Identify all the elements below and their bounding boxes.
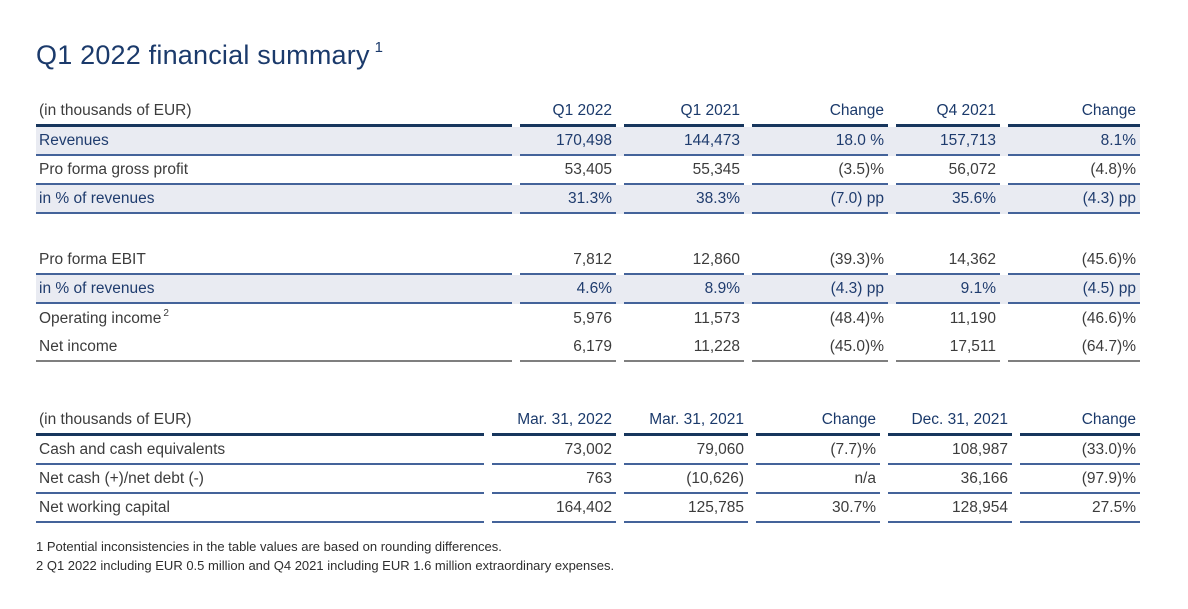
cell-value: 36,166 <box>888 465 1012 494</box>
cell-value: 108,987 <box>888 436 1012 465</box>
column-header: Mar. 31, 2022 <box>492 406 616 436</box>
column-header: Q1 2021 <box>624 97 744 127</box>
cell-value: (64.7)% <box>1008 333 1140 362</box>
row-label: Cash and cash equivalents <box>36 436 484 465</box>
table-spacer-row <box>36 214 1140 246</box>
cell-value: n/a <box>756 465 880 494</box>
table-row: Net working capital 164,402 125,785 30.7% 12… <box>36 494 1140 523</box>
cell-value: (45.0)% <box>752 333 888 362</box>
cell-value: 144,473 <box>624 127 744 156</box>
column-header: Q4 2021 <box>896 97 1000 127</box>
column-header: Change <box>752 97 888 127</box>
title-footnote-marker: 1 <box>374 39 384 56</box>
cell-value: (7.0) pp <box>752 185 888 214</box>
cell-value: 31.3% <box>520 185 616 214</box>
column-header: Q1 2022 <box>520 97 616 127</box>
financial-summary-slide: Q1 2022 financial summary 1 (in thousands… <box>0 39 1188 575</box>
column-header: Change <box>756 406 880 436</box>
cell-value: 38.3% <box>624 185 744 214</box>
cell-value: 11,573 <box>693 309 740 327</box>
cell-value: 12,860 <box>624 246 744 275</box>
cell-value: (4.5) pp <box>1008 275 1140 304</box>
cell-value: 8.9% <box>624 275 744 304</box>
row-label: Net working capital <box>36 494 484 523</box>
cell-value: 170,498 <box>520 127 616 156</box>
row-label: Revenues <box>36 127 512 156</box>
cell-value: (46.6)% <box>1081 309 1136 327</box>
table-row: Net cash (+)/net debt (-) 763 (10,626) n/a 3… <box>36 465 1140 494</box>
balance-items-table: (in thousands of EUR) Mar. 31, 2022 Mar. 3… <box>36 406 1140 523</box>
cell-value: 9.1% <box>896 275 1000 304</box>
cell-value: 125,785 <box>624 494 748 523</box>
cell-value: (4.8)% <box>1008 156 1140 185</box>
cell-value: (33.0)% <box>1020 436 1140 465</box>
footnote-2: 2 Q1 2022 including EUR 0.5 million and … <box>36 558 615 573</box>
footnote-1: 1 Potential inconsistencies in the table… <box>36 539 502 554</box>
row-footnote-marker: 2 <box>163 308 169 319</box>
row-label: Operating income 2 <box>39 308 169 327</box>
cell-value: (4.3) pp <box>752 275 888 304</box>
cell-value: (45.6)% <box>1008 246 1140 275</box>
table-header-row: (in thousands of EUR) Q1 2022 Q1 2021 Chang… <box>36 97 1140 127</box>
cell-value: 164,402 <box>492 494 616 523</box>
cell-value: 30.7% <box>756 494 880 523</box>
row-label: in % of revenues <box>36 275 512 304</box>
cell-value: 7,812 <box>520 246 616 275</box>
cell-value: 27.5% <box>1020 494 1140 523</box>
cell-value: 53,405 <box>520 156 616 185</box>
page-title: Q1 2022 financial summary 1 <box>36 39 1140 71</box>
cell-value: 11,190 <box>949 309 996 327</box>
cell-value: 6,179 <box>520 333 616 362</box>
table-row: in % of revenues 31.3% 38.3% (7.0) pp 35.6% (… <box>36 185 1140 214</box>
cell-value: 79,060 <box>624 436 748 465</box>
cell-value: 763 <box>492 465 616 494</box>
row-label: Pro forma gross profit <box>36 156 512 185</box>
column-header: Mar. 31, 2021 <box>624 406 748 436</box>
cell-value: 18.0 % <box>752 127 888 156</box>
table-row: Pro forma EBIT 7,812 12,860 (39.3)% 14,362 (4… <box>36 246 1140 275</box>
column-header: Change <box>1020 406 1140 436</box>
table-row: Operating income 2 5,976 11,573 (48.4)% 11,19… <box>36 304 1140 333</box>
table-row: Revenues 170,498 144,473 18.0 % 157,713 8.1% <box>36 127 1140 156</box>
table-row: Net income 6,179 11,228 (45.0)% 17,511 (64.7)… <box>36 333 1140 362</box>
cell-value: (10,626) <box>624 465 748 494</box>
footnotes: 1 Potential inconsistencies in the table… <box>36 537 1140 575</box>
cell-value: 5,976 <box>573 309 612 327</box>
column-header: Dec. 31, 2021 <box>888 406 1012 436</box>
cell-value: 17,511 <box>896 333 1000 362</box>
cell-value: 128,954 <box>888 494 1012 523</box>
cell-value: 14,362 <box>896 246 1000 275</box>
page-title-text: Q1 2022 financial summary <box>36 40 370 70</box>
cell-value: 35.6% <box>896 185 1000 214</box>
row-label: Net cash (+)/net debt (-) <box>36 465 484 494</box>
cell-value: 157,713 <box>896 127 1000 156</box>
cell-value: 55,345 <box>624 156 744 185</box>
table-row: Pro forma gross profit 53,405 55,345 (3.5)%… <box>36 156 1140 185</box>
table-row: Cash and cash equivalents 73,002 79,060 (7.… <box>36 436 1140 465</box>
cell-value: 73,002 <box>492 436 616 465</box>
cell-value: 4.6% <box>520 275 616 304</box>
row-label: in % of revenues <box>36 185 512 214</box>
cell-value: 56,072 <box>896 156 1000 185</box>
cell-value: (48.4)% <box>829 309 884 327</box>
column-header: Change <box>1008 97 1140 127</box>
table-header-row: (in thousands of EUR) Mar. 31, 2022 Mar. 3… <box>36 406 1140 436</box>
column-header: (in thousands of EUR) <box>36 97 512 127</box>
cell-value: 8.1% <box>1008 127 1140 156</box>
row-label: Net income <box>36 333 512 362</box>
cell-value: (3.5)% <box>752 156 888 185</box>
row-label: Pro forma EBIT <box>36 246 512 275</box>
column-header: (in thousands of EUR) <box>36 406 484 436</box>
cell-value: (4.3) pp <box>1008 185 1140 214</box>
cell-value: (7.7)% <box>756 436 880 465</box>
cell-value: (97.9)% <box>1020 465 1140 494</box>
income-summary-table: (in thousands of EUR) Q1 2022 Q1 2021 Chang… <box>36 97 1140 362</box>
cell-value: (39.3)% <box>752 246 888 275</box>
cell-value: 11,228 <box>624 333 744 362</box>
table-row: in % of revenues 4.6% 8.9% (4.3) pp 9.1% (4.5… <box>36 275 1140 304</box>
